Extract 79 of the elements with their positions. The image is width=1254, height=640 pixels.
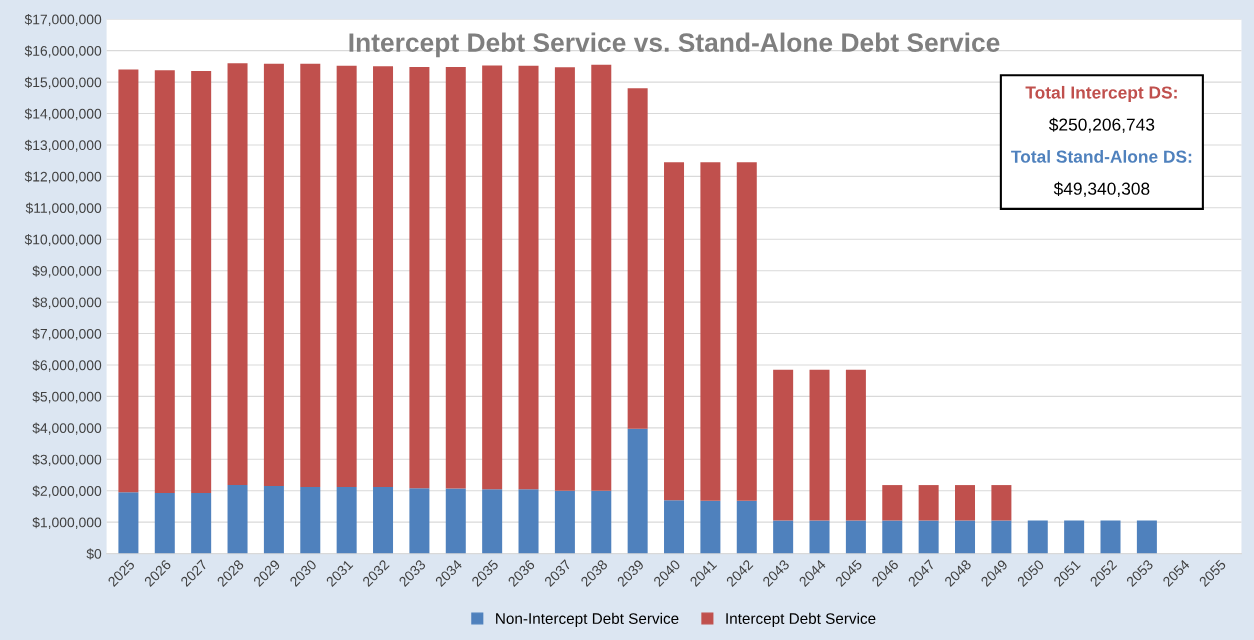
bar — [700, 500, 721, 554]
bar — [154, 492, 175, 554]
bar — [154, 70, 175, 493]
y-tick-label: $16,000,000 — [24, 45, 102, 58]
annotation: Total Stand-Alone DS: — [1011, 150, 1192, 163]
bar — [227, 485, 248, 554]
bar — [736, 162, 757, 501]
bar — [809, 520, 830, 554]
bar — [991, 485, 1012, 521]
bar — [700, 162, 721, 501]
bar — [882, 520, 903, 554]
y-tick-label: $1,000,000 — [32, 516, 102, 529]
bar — [300, 486, 321, 554]
y-tick-label: $7,000,000 — [32, 328, 102, 341]
y-tick-label: $6,000,000 — [32, 359, 102, 372]
annotation: $250,206,743 — [1048, 117, 1155, 133]
bar — [882, 485, 903, 521]
bar — [918, 485, 939, 521]
bar — [591, 64, 612, 491]
bar — [664, 162, 685, 501]
bar — [554, 490, 575, 554]
y-tick-label: $8,000,000 — [32, 296, 102, 309]
bar — [664, 500, 685, 554]
bar — [1100, 520, 1121, 554]
annotation: Total Intercept DS: — [1025, 85, 1177, 103]
bar — [263, 486, 284, 554]
bar — [336, 65, 357, 487]
bar — [627, 428, 648, 554]
bar — [409, 488, 430, 554]
y-tick-label: $12,000,000 — [24, 171, 102, 184]
annotation: $49,340,308 — [1053, 181, 1150, 197]
bar — [591, 490, 612, 554]
bar — [336, 486, 357, 554]
bar — [373, 486, 394, 554]
y-tick-label: $11,000,000 — [25, 202, 102, 215]
bar — [1136, 520, 1157, 554]
bar — [518, 489, 539, 554]
bar — [191, 71, 212, 493]
y-tick-label: $5,000,000 — [32, 391, 102, 404]
legend-label: Non-Intercept Debt Service — [496, 612, 679, 628]
chart-title: Intercept Debt Service vs. Stand-Alone Debt Service — [349, 32, 1000, 58]
bar — [191, 492, 212, 554]
y-tick-label: $14,000,000 — [24, 108, 102, 121]
bar — [118, 492, 139, 554]
bar — [736, 500, 757, 554]
bar — [809, 369, 830, 521]
bar — [227, 63, 248, 486]
bar — [445, 66, 466, 489]
y-tick-label: $15,000,000 — [24, 76, 102, 89]
bar — [845, 369, 866, 521]
legend-label: Intercept Debt Service — [726, 612, 876, 628]
y-tick-label: $17,000,000 — [24, 13, 102, 27]
y-tick-label: $9,000,000 — [32, 265, 102, 278]
bar — [409, 66, 430, 489]
bar — [1064, 520, 1085, 554]
bar — [482, 489, 503, 554]
bar — [1027, 520, 1048, 554]
y-tick-label: $0 — [86, 548, 102, 560]
bar — [773, 520, 794, 554]
bar — [627, 88, 648, 429]
bar — [955, 520, 976, 554]
y-tick-label: $13,000,000 — [24, 139, 102, 152]
y-tick-label: $4,000,000 — [32, 422, 102, 435]
bar — [263, 63, 284, 487]
bar — [118, 69, 139, 493]
bar — [955, 485, 976, 521]
bar — [518, 65, 539, 490]
bar — [991, 520, 1012, 554]
bar — [918, 520, 939, 554]
bar — [445, 488, 466, 554]
y-tick-label: $10,000,000 — [24, 234, 102, 247]
y-tick-label: $2,000,000 — [32, 485, 102, 498]
bar — [300, 63, 321, 487]
bar — [373, 66, 394, 487]
bar — [773, 369, 794, 521]
bar — [845, 520, 866, 554]
bar — [554, 67, 575, 491]
bar — [482, 65, 503, 490]
y-tick-label: $3,000,000 — [32, 454, 102, 467]
